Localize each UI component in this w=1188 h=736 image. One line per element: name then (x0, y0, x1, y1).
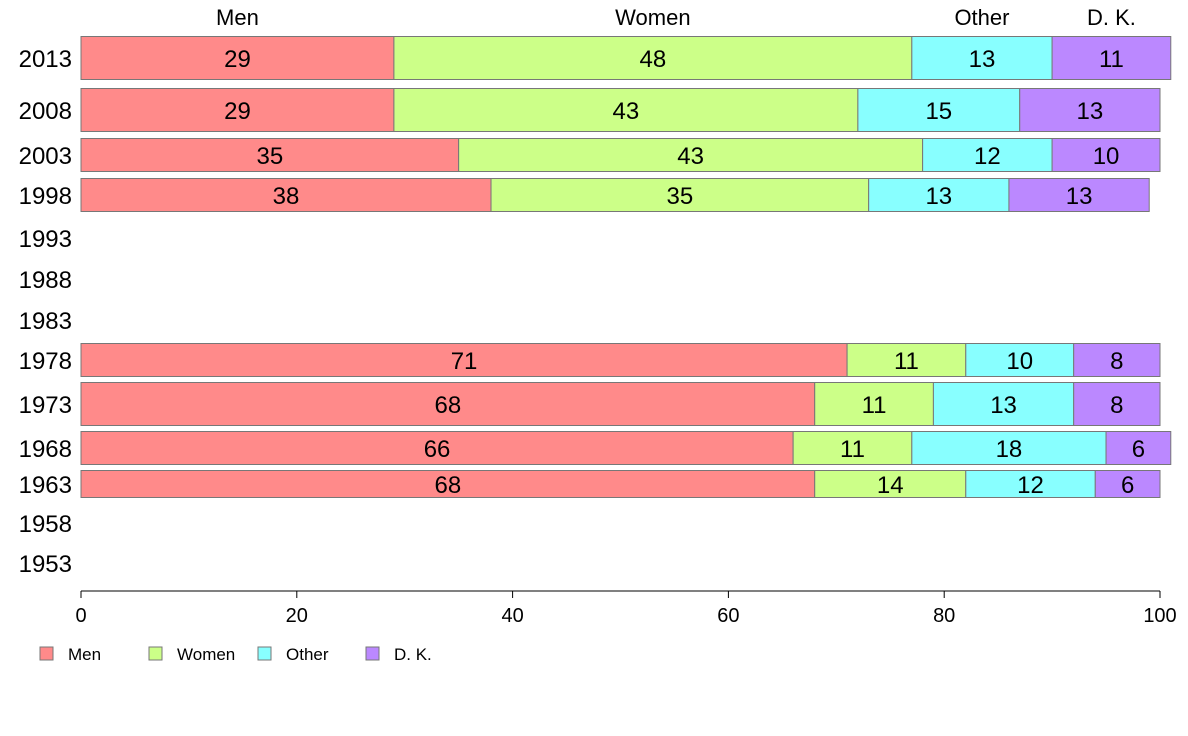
year-label-2003: 2003 (19, 143, 72, 170)
data-label-2003-other: 12 (974, 143, 1001, 170)
bar-segment-2008-d-k (1019, 88, 1161, 132)
bar-segment-1968-d-k (1105, 431, 1172, 465)
data-label-2013-women: 48 (640, 46, 667, 73)
data-label-1973-d-k: 8 (1110, 392, 1123, 419)
year-label-1988: 1988 (19, 267, 72, 294)
bar-segment-2003-d-k (1051, 138, 1161, 172)
bar-segment-2003-women (458, 138, 924, 172)
data-label-1973-other: 13 (990, 392, 1017, 419)
column-header-women: Women (615, 5, 690, 30)
data-label-1963-men: 68 (435, 472, 462, 499)
bar-segment-1968-other (911, 431, 1107, 465)
year-label-1953: 1953 (19, 551, 72, 578)
year-label-1963: 1963 (19, 472, 72, 499)
bar-segment-1998-women (490, 178, 870, 212)
data-label-1998-women: 35 (666, 183, 693, 210)
column-header-other: Other (954, 5, 1009, 30)
bar-segment-2013-men (80, 36, 395, 80)
data-label-1978-women: 11 (894, 348, 919, 375)
data-label-1968-d-k: 6 (1132, 436, 1145, 463)
data-label-2013-other: 13 (969, 46, 996, 73)
bar-segment-2008-other (857, 88, 1021, 132)
x-tick-label-80: 80 (933, 605, 955, 627)
legend-swatch-women (148, 646, 163, 661)
year-label-1978: 1978 (19, 348, 72, 375)
column-header-d-k: D. K. (1087, 5, 1136, 30)
data-label-2008-women: 43 (613, 98, 640, 125)
data-label-2013-men: 29 (224, 46, 251, 73)
bar-segment-2003-men (80, 138, 460, 172)
data-label-1968-other: 18 (996, 436, 1023, 463)
x-tick-label-60: 60 (717, 605, 739, 627)
year-label-1998: 1998 (19, 183, 72, 210)
year-label-1983: 1983 (19, 308, 72, 335)
legend-swatch-other (257, 646, 272, 661)
bar-segment-1973-d-k (1073, 382, 1161, 426)
bar-segment-2008-women (393, 88, 859, 132)
year-label-1993: 1993 (19, 226, 72, 253)
data-label-1998-d-k: 13 (1066, 183, 1093, 210)
year-label-1968: 1968 (19, 436, 72, 463)
data-label-1973-men: 68 (435, 392, 462, 419)
legend-label-men: Men (68, 645, 101, 664)
data-label-2008-d-k: 13 (1077, 98, 1104, 125)
x-tick-label-40: 40 (501, 605, 523, 627)
data-label-1978-men: 71 (451, 348, 478, 375)
column-header-men: Men (216, 5, 259, 30)
legend-swatch-d-k (365, 646, 380, 661)
data-label-1963-d-k: 6 (1121, 472, 1134, 499)
bar-segment-1963-d-k (1094, 470, 1161, 498)
data-label-1998-men: 38 (273, 183, 300, 210)
year-label-1958: 1958 (19, 511, 72, 538)
bar-segment-1963-men (80, 470, 816, 498)
bar-segment-1978-women (846, 343, 967, 377)
x-tick-label-20: 20 (286, 605, 308, 627)
bar-segment-1973-men (80, 382, 816, 426)
bar-segment-1963-other (965, 470, 1096, 498)
data-label-1968-women: 11 (840, 436, 865, 463)
data-label-2003-men: 35 (256, 143, 283, 170)
bar-segment-1998-d-k (1008, 178, 1150, 212)
bar-segment-1978-d-k (1073, 343, 1161, 377)
bar-segment-2013-women (393, 36, 913, 80)
bar-segment-1973-women (814, 382, 934, 426)
data-label-1963-women: 14 (877, 472, 904, 499)
year-label-2013: 2013 (19, 46, 72, 73)
data-label-2003-d-k: 10 (1093, 143, 1120, 170)
bar-segment-1968-men (80, 431, 794, 465)
legend-label-women: Women (177, 645, 235, 664)
bar-segment-1973-other (932, 382, 1075, 426)
year-label-1973: 1973 (19, 392, 72, 419)
data-label-1963-other: 12 (1017, 472, 1044, 499)
data-label-2008-men: 29 (224, 98, 251, 125)
bar-segment-2013-other (911, 36, 1053, 80)
data-label-1968-men: 66 (424, 436, 451, 463)
data-label-2008-other: 15 (925, 98, 952, 125)
data-label-1973-women: 11 (862, 392, 887, 419)
bar-segment-1978-other (965, 343, 1075, 377)
bar-segment-1998-men (80, 178, 492, 212)
data-label-2013-d-k: 11 (1099, 46, 1124, 73)
legend-label-d-k: D. K. (394, 645, 432, 664)
bar-segment-2013-d-k (1051, 36, 1172, 80)
data-label-1978-d-k: 8 (1110, 348, 1123, 375)
legend-label-other: Other (286, 645, 329, 664)
x-tick-label-0: 0 (75, 605, 86, 627)
legend-swatch-men (39, 646, 54, 661)
x-tick-label-100: 100 (1143, 605, 1176, 627)
bar-segment-1978-men (80, 343, 848, 377)
data-label-1998-other: 13 (925, 183, 952, 210)
data-label-2003-women: 43 (677, 143, 704, 170)
year-label-2008: 2008 (19, 98, 72, 125)
bar-segment-2008-men (80, 88, 395, 132)
data-label-1978-other: 10 (1006, 348, 1033, 375)
